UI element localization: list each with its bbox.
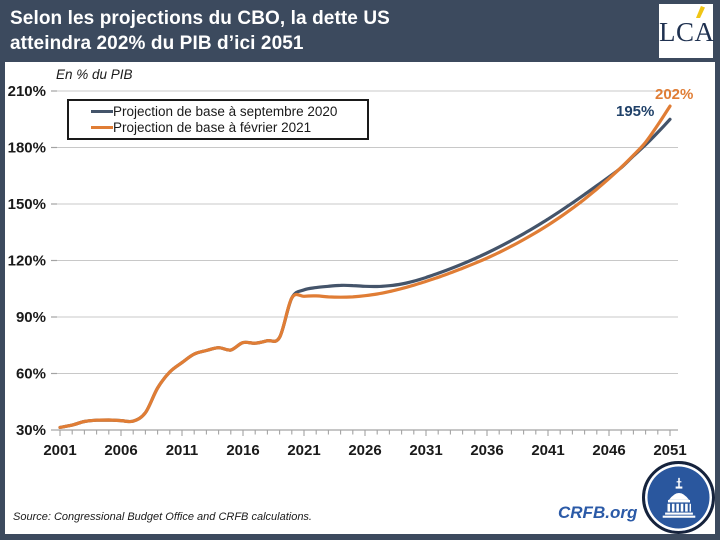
- end-label-sept-2020: 195%: [616, 103, 655, 120]
- crfb-link[interactable]: CRFB.org: [558, 503, 638, 522]
- x-tick-label: 2006: [104, 442, 137, 459]
- chart-panel: [5, 62, 715, 534]
- capitol-icon: [662, 477, 695, 518]
- crfb-logo: [642, 461, 715, 534]
- x-tick-label: 2036: [470, 442, 503, 459]
- legend-label-sept-2020: Projection de base à septembre 2020: [113, 103, 338, 119]
- x-tick-label: 2016: [226, 442, 259, 459]
- x-tick-label: 2001: [43, 442, 76, 459]
- y-tick-label: 60%: [16, 366, 46, 383]
- legend-label-feb-2021: Projection de base à février 2021: [113, 119, 312, 135]
- legend-swatch-sept-2020: [91, 109, 113, 113]
- source-note: Source: Congressional Budget Office and …: [13, 511, 312, 523]
- title-bar: Selon les projections du CBO, la dette U…: [0, 0, 720, 62]
- y-tick-label: 120%: [8, 253, 46, 270]
- lca-accent-icon: [696, 6, 705, 18]
- chart-legend: Projection de base à septembre 2020 Proj…: [67, 99, 369, 140]
- y-tick-label: 210%: [8, 83, 46, 100]
- lca-logo-text: LCA: [659, 17, 715, 47]
- x-tick-label: 2021: [287, 442, 320, 459]
- end-label-feb-2021: 202%: [655, 86, 694, 103]
- legend-item-sept-2020: Projection de base à septembre 2020: [91, 103, 363, 119]
- series-path-feb-2021: [58, 104, 672, 429]
- chart-canvas: 210% 180% 150% 120% 90% 60% 30% 2001 2006 2011 201…: [8, 83, 687, 459]
- x-tick-label: 2031: [409, 442, 442, 459]
- y-tick-label: 150%: [8, 196, 46, 213]
- legend-item-feb-2021: Projection de base à février 2021: [91, 119, 363, 135]
- page-title-line1: Selon les projections du CBO, la dette U…: [10, 8, 390, 29]
- x-tick-label: 2041: [531, 442, 564, 459]
- y-tick-label: 180%: [8, 140, 46, 157]
- y-tick-label: 90%: [16, 309, 46, 326]
- series-path-sept-2020: [58, 117, 672, 429]
- x-tick-label: 2051: [653, 442, 686, 459]
- y-tick-label: 30%: [16, 422, 46, 439]
- page-title-line2: atteindra 202% du PIB d’ici 2051: [10, 33, 304, 55]
- legend-swatch-feb-2021: [91, 125, 113, 129]
- lca-logo: LCA: [659, 4, 715, 58]
- x-tick-label: 2026: [348, 442, 381, 459]
- axis-unit-note: En % du PIB: [56, 67, 133, 82]
- x-tick-label: 2046: [592, 442, 625, 459]
- x-tick-label: 2011: [166, 442, 199, 459]
